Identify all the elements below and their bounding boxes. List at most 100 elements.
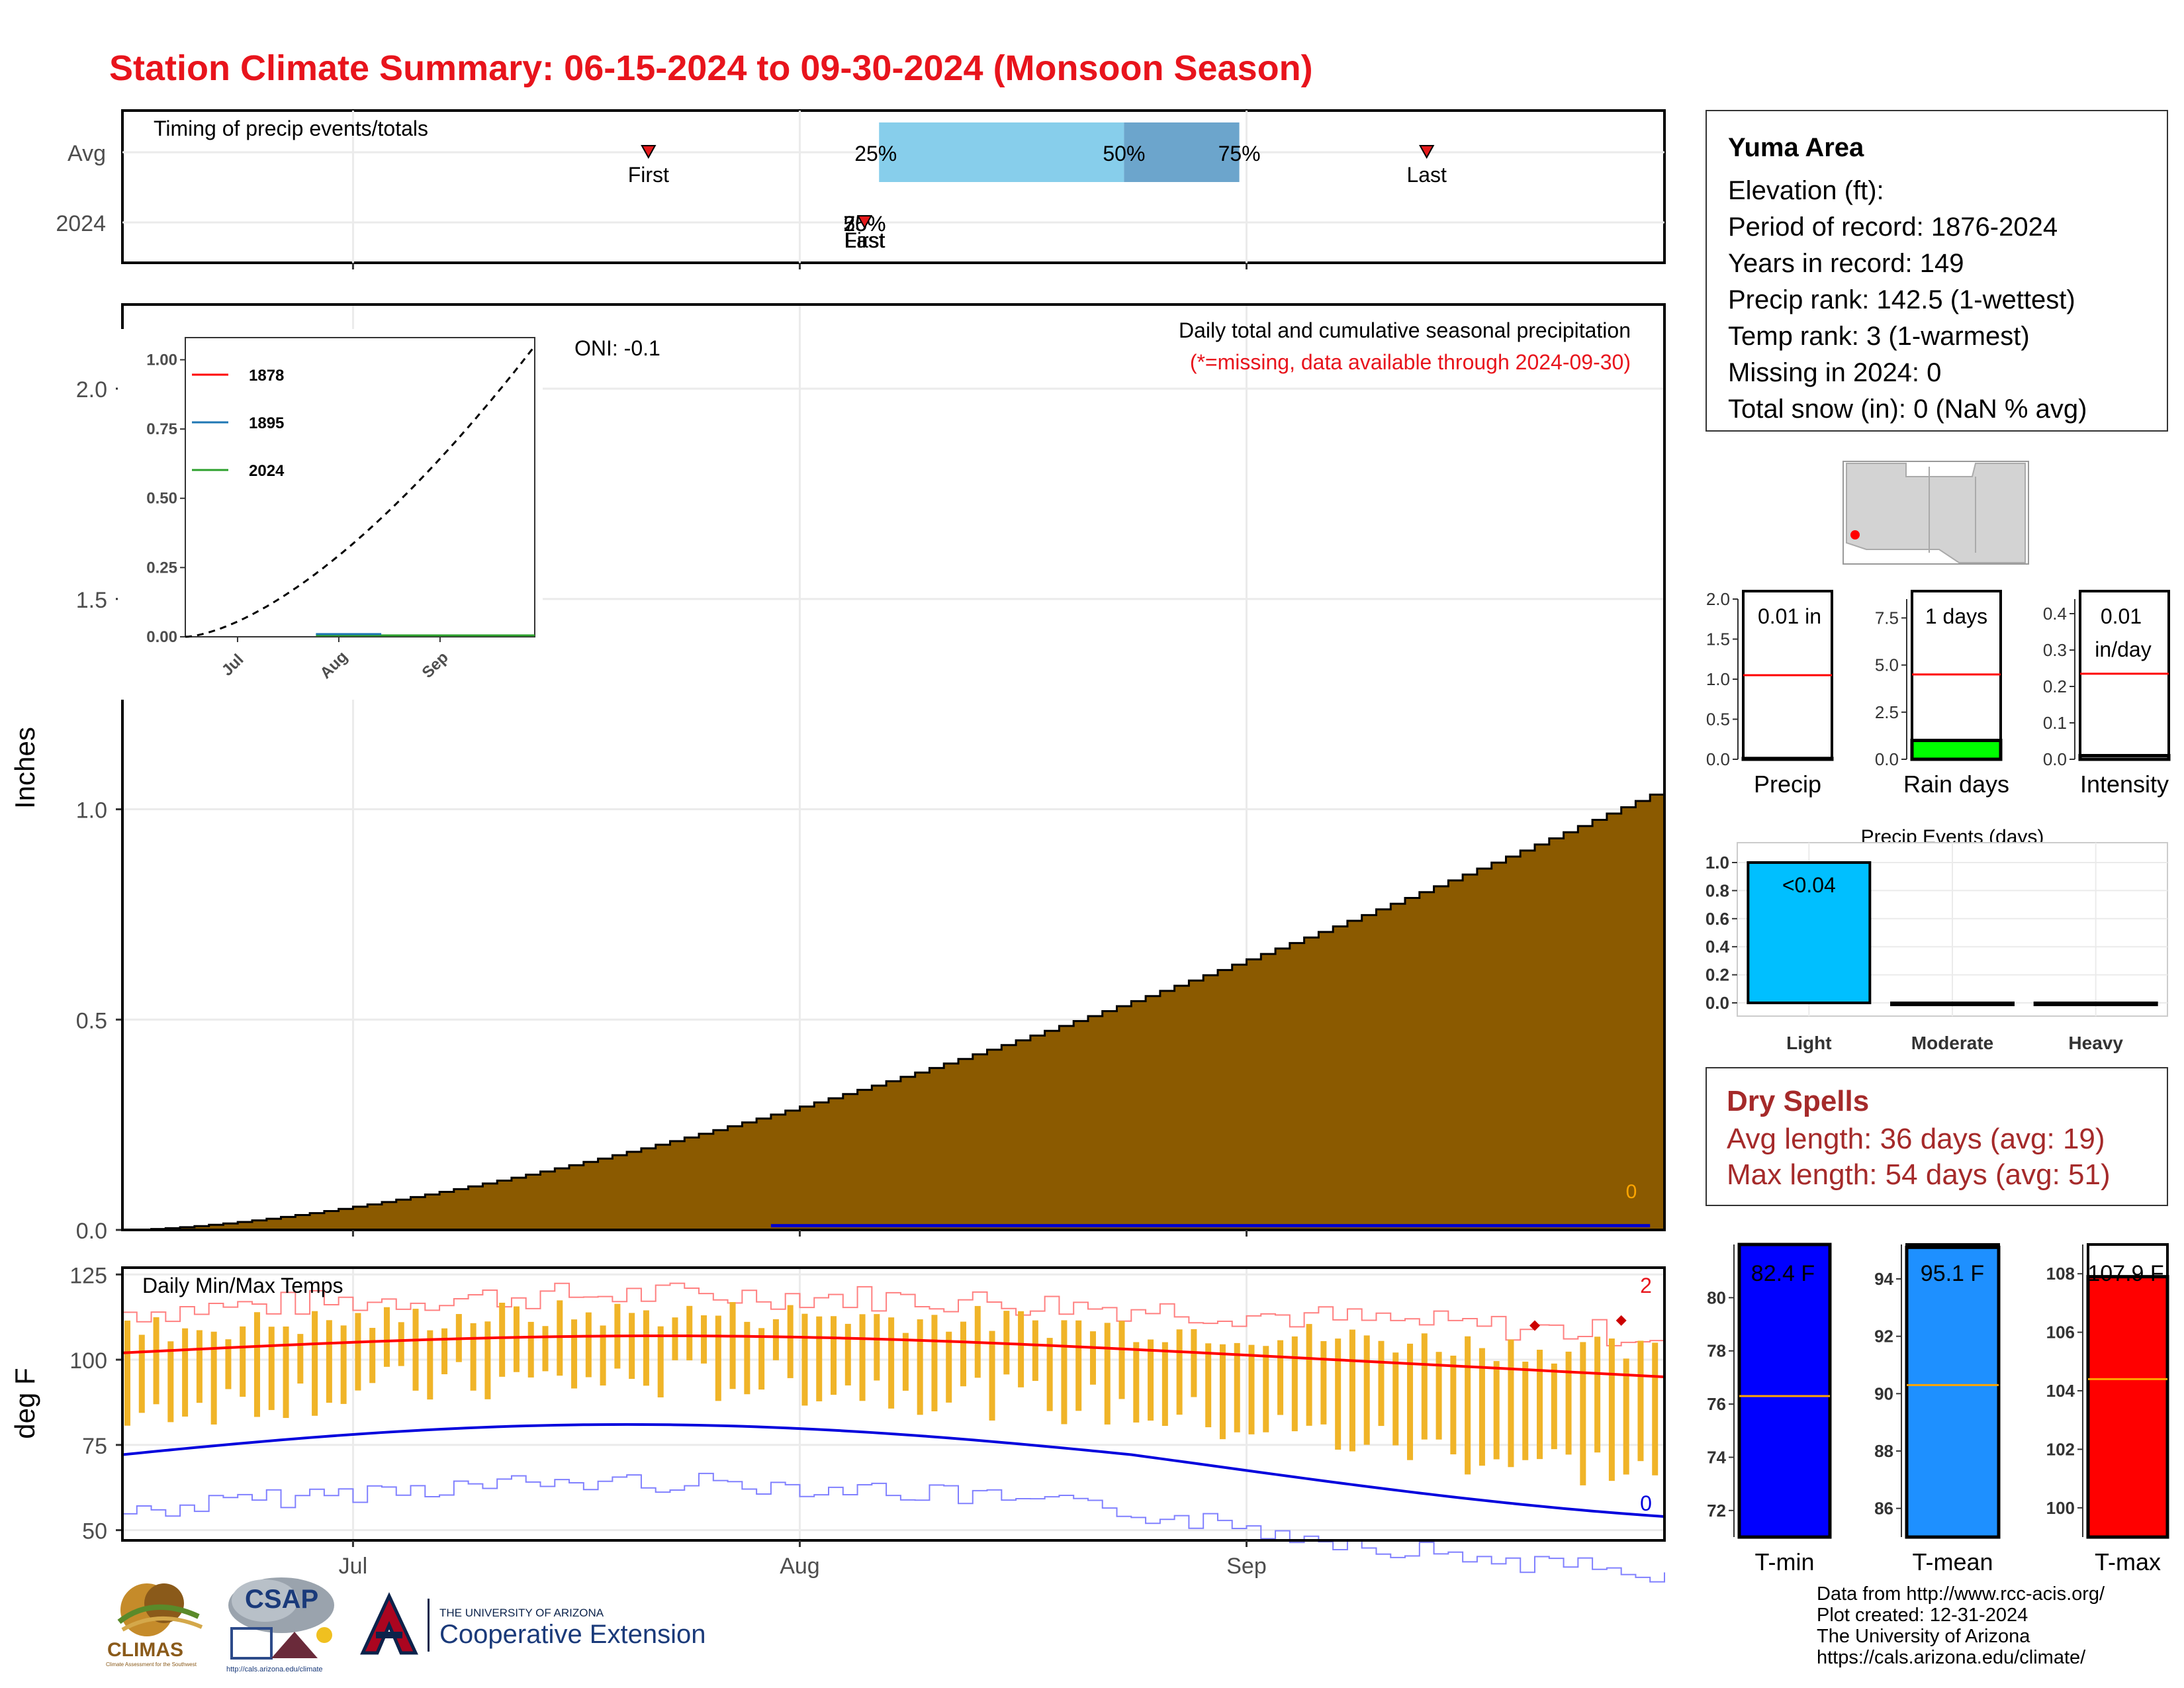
temp-daily-range-bar xyxy=(1061,1320,1068,1425)
precip-events-ytick-label: 1.0 xyxy=(1706,853,1729,872)
ua-top-label: THE UNIVERSITY OF ARIZONA xyxy=(439,1607,604,1619)
station-period: Period of record: 1876-2024 xyxy=(1728,212,2058,242)
precip-events-ytick-label: 0.0 xyxy=(1706,993,1729,1013)
timeline-first-marker-label: First xyxy=(628,163,669,187)
temp-daily-range-bar xyxy=(225,1339,232,1389)
timeline-p25-label: 25% xyxy=(854,142,897,165)
temp-daily-range-bar xyxy=(542,1326,549,1372)
temp-daily-range-bar xyxy=(585,1312,592,1378)
t-mean-ytick-label: 92 xyxy=(1874,1327,1893,1346)
temp-record-high-count: 2 xyxy=(1640,1274,1652,1297)
dry-spells-max: Max length: 54 days (avg: 51) xyxy=(1727,1158,2111,1191)
timeline-p50-label: 50% xyxy=(1103,142,1145,165)
temp-daily-range-bar xyxy=(412,1309,419,1391)
temp-daily-range-bar xyxy=(672,1317,678,1360)
timeline-2024-marker xyxy=(856,215,873,230)
timeline-box-lower xyxy=(879,122,1124,182)
temp-daily-range-bar xyxy=(1479,1348,1485,1466)
timeline-p75-label: 75% xyxy=(1218,142,1261,165)
page-title: Station Climate Summary: 06-15-2024 to 0… xyxy=(109,48,1313,88)
temp-ytick-label: 125 xyxy=(69,1263,107,1288)
precip-ytick-label: 1.5 xyxy=(76,588,107,613)
climas-logo: CLIMAS Climate Assessment for the Southw… xyxy=(106,1575,212,1675)
station-snow: Total snow (in): 0 (NaN % avg) xyxy=(1728,395,2087,424)
precip-subtitle: (*=missing, data available through 2024-… xyxy=(1190,350,1631,374)
inset-legend-label: 1895 xyxy=(249,414,284,432)
intensity-ytick-label: 0.4 xyxy=(2043,604,2067,624)
temp-daily-range-bar xyxy=(686,1305,693,1361)
temp-daily-range-bar xyxy=(1263,1346,1269,1432)
temp-daily-range-bar xyxy=(1580,1342,1586,1485)
precip-events-bar-label: <0.04 xyxy=(1782,873,1836,897)
precip-title: Daily total and cumulative seasonal prec… xyxy=(1179,318,1631,342)
temp-ytick-label: 100 xyxy=(69,1348,107,1374)
temp-daily-range-bar xyxy=(1191,1329,1197,1397)
t-mean-ytick-label: 90 xyxy=(1874,1383,1893,1403)
intensity-label: Intensity xyxy=(2080,771,2169,798)
precip-bar-value-label: 0.01 in xyxy=(1758,604,1821,628)
temp-daily-range-bar xyxy=(441,1328,448,1375)
precip-ytick-label: 0.0 xyxy=(76,1219,107,1244)
rain-days-bar xyxy=(1910,739,2003,761)
temp-daily-range-bar xyxy=(801,1313,808,1406)
station-location-marker xyxy=(1850,530,1860,539)
t-min-ytick-label: 74 xyxy=(1707,1447,1726,1467)
ua-bottom-label: Cooperative Extension xyxy=(439,1620,706,1649)
ua-divider xyxy=(428,1599,430,1652)
temp-daily-range-bar xyxy=(1306,1324,1312,1426)
t-mean-ytick-label: 86 xyxy=(1874,1499,1893,1519)
credit-line: Plot created: 12-31-2024 xyxy=(1817,1605,2028,1626)
temp-daily-range-bar xyxy=(1320,1340,1327,1425)
temp-ytick-label: 75 xyxy=(82,1434,107,1459)
temp-daily-range-bar xyxy=(1133,1342,1140,1423)
temp-daily-range-bar xyxy=(744,1321,751,1395)
t-mean-label: T-mean xyxy=(1912,1548,1993,1575)
temp-daily-range-bar xyxy=(527,1321,534,1378)
precip-ytick-label: 1.5 xyxy=(1706,630,1730,649)
station-name: Yuma Area xyxy=(1728,133,1864,162)
temp-daily-range-bar xyxy=(1508,1339,1514,1468)
temp-daily-range-bar xyxy=(1551,1363,1557,1450)
temp-xtick-label: Sep xyxy=(1226,1554,1267,1579)
temp-daily-range-bar xyxy=(758,1328,765,1390)
intensity-ytick-label: 0.0 xyxy=(2043,749,2067,769)
rain-days-value-label: 1 days xyxy=(1925,604,1987,628)
temp-daily-range-bar xyxy=(960,1321,966,1387)
temp-daily-range-bar xyxy=(571,1319,578,1389)
intensity-unit-label: in/day xyxy=(2095,637,2151,661)
temp-daily-range-bar xyxy=(153,1317,159,1405)
inset-ytick-label: 0.75 xyxy=(146,420,177,438)
credit-line: https://cals.arizona.edu/climate/ xyxy=(1817,1647,2086,1668)
tmin-value-label: 82.4 F xyxy=(1751,1261,1815,1286)
precip-events-category-label: Light xyxy=(1786,1033,1831,1053)
temp-daily-range-bar xyxy=(1421,1333,1428,1440)
temp-daily-range-bar xyxy=(1407,1343,1414,1460)
credit-line: Data from http://www.rcc-acis.org/ xyxy=(1817,1583,2105,1605)
precip-ytick-label: 1.0 xyxy=(76,798,107,823)
t-max-frame xyxy=(2087,1243,2169,1538)
temp-daily-range-bar xyxy=(1335,1338,1342,1450)
timeline-row-label: Avg xyxy=(68,141,106,166)
temp-daily-range-bar xyxy=(1565,1351,1572,1455)
temp-daily-range-bar xyxy=(1089,1331,1096,1385)
temp-daily-range-bar xyxy=(340,1325,347,1404)
temp-daily-range-bar xyxy=(989,1331,995,1421)
dry-spells-box: Dry Spells Avg length: 36 days (avg: 19)… xyxy=(1706,1067,2168,1206)
temp-daily-range-bar xyxy=(729,1301,736,1389)
precip-ylabel: Inches xyxy=(9,727,40,809)
csap-logo-graphic xyxy=(228,1577,334,1660)
precip-events-ytick-label: 0.8 xyxy=(1706,880,1729,900)
rain-days-ytick-label: 2.5 xyxy=(1875,702,1899,722)
temp-daily-range-bar xyxy=(946,1331,952,1403)
precip-events-ytick-label: 0.2 xyxy=(1706,965,1729,985)
temp-record-marker xyxy=(1615,1315,1627,1326)
temp-daily-range-bar xyxy=(931,1315,938,1412)
ua-logo: THE UNIVERSITY OF ARIZONA Cooperative Ex… xyxy=(356,1592,740,1658)
t-max-ytick-label: 100 xyxy=(2046,1498,2075,1518)
temp-daily-range-bar xyxy=(427,1330,433,1400)
station-info-box: Yuma Area Elevation (ft): Period of reco… xyxy=(1706,110,2168,432)
temp-daily-range-bar xyxy=(1493,1361,1500,1460)
temp-daily-range-bar xyxy=(1378,1340,1385,1427)
temp-daily-range-bar xyxy=(124,1320,130,1426)
temp-daily-range-bar xyxy=(701,1315,707,1364)
